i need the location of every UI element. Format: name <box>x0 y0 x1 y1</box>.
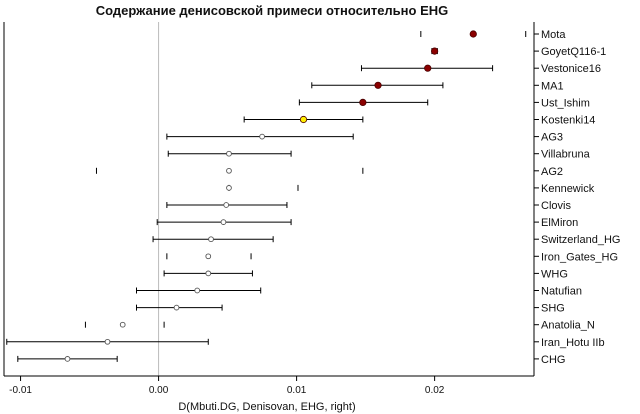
data-point <box>208 236 214 243</box>
x-tick-label: 0.02 <box>425 385 445 396</box>
population-label: Switzerland_HG <box>541 234 620 246</box>
population-label: Mota <box>541 29 566 41</box>
data-point <box>194 287 201 294</box>
data-point <box>469 30 477 38</box>
population-label: MA1 <box>541 80 564 92</box>
x-tick-label: 0.01 <box>287 385 307 396</box>
population-label: Clovis <box>541 200 571 212</box>
population-label: Ust_Ishim <box>541 97 590 109</box>
data-point <box>424 64 432 72</box>
data-point <box>226 150 232 157</box>
population-label: ElMiron <box>541 217 578 229</box>
data-point <box>226 185 232 191</box>
data-point <box>223 202 230 208</box>
x-axis-label: D(Mbuti.DG, Denisovan, EHG, right) <box>178 401 355 413</box>
population-label: AG3 <box>541 132 563 144</box>
data-point <box>205 270 212 277</box>
population-label: Villabruna <box>541 149 591 161</box>
data-point <box>173 304 180 311</box>
data-point <box>104 338 111 345</box>
data-point <box>205 253 212 260</box>
data-point <box>259 133 265 140</box>
data-point <box>226 167 232 174</box>
data-point <box>359 98 367 107</box>
x-tick-label: -0.01 <box>9 385 32 396</box>
x-tick-label: 0.00 <box>149 385 169 396</box>
population-label: AG2 <box>541 166 563 178</box>
population-label: GoyetQ116-1 <box>541 46 606 58</box>
population-label: Iran_Hotu IIb <box>541 337 605 349</box>
data-point <box>374 81 382 89</box>
population-label: SHG <box>541 303 565 315</box>
data-point <box>431 47 439 55</box>
population-label: Kostenki14 <box>541 115 595 127</box>
population-label: Kennewick <box>541 183 595 195</box>
population-label: Vestonice16 <box>541 63 601 75</box>
population-label: Natufian <box>541 286 582 298</box>
data-point <box>299 115 308 124</box>
data-point <box>64 356 71 362</box>
population-label: Anatolia_N <box>541 320 595 332</box>
data-point <box>119 321 126 328</box>
population-label: WHG <box>541 268 568 280</box>
data-point <box>220 219 227 225</box>
chart-title: Содержание денисовской примеси относител… <box>96 3 449 18</box>
population-label: Iron_Gates_HG <box>541 251 618 263</box>
population-label: CHG <box>541 354 565 366</box>
plot-area: -0.01 0.00 0.01 0.02 Mota GoyetQ116-1 Vestonic… <box>3 22 620 396</box>
